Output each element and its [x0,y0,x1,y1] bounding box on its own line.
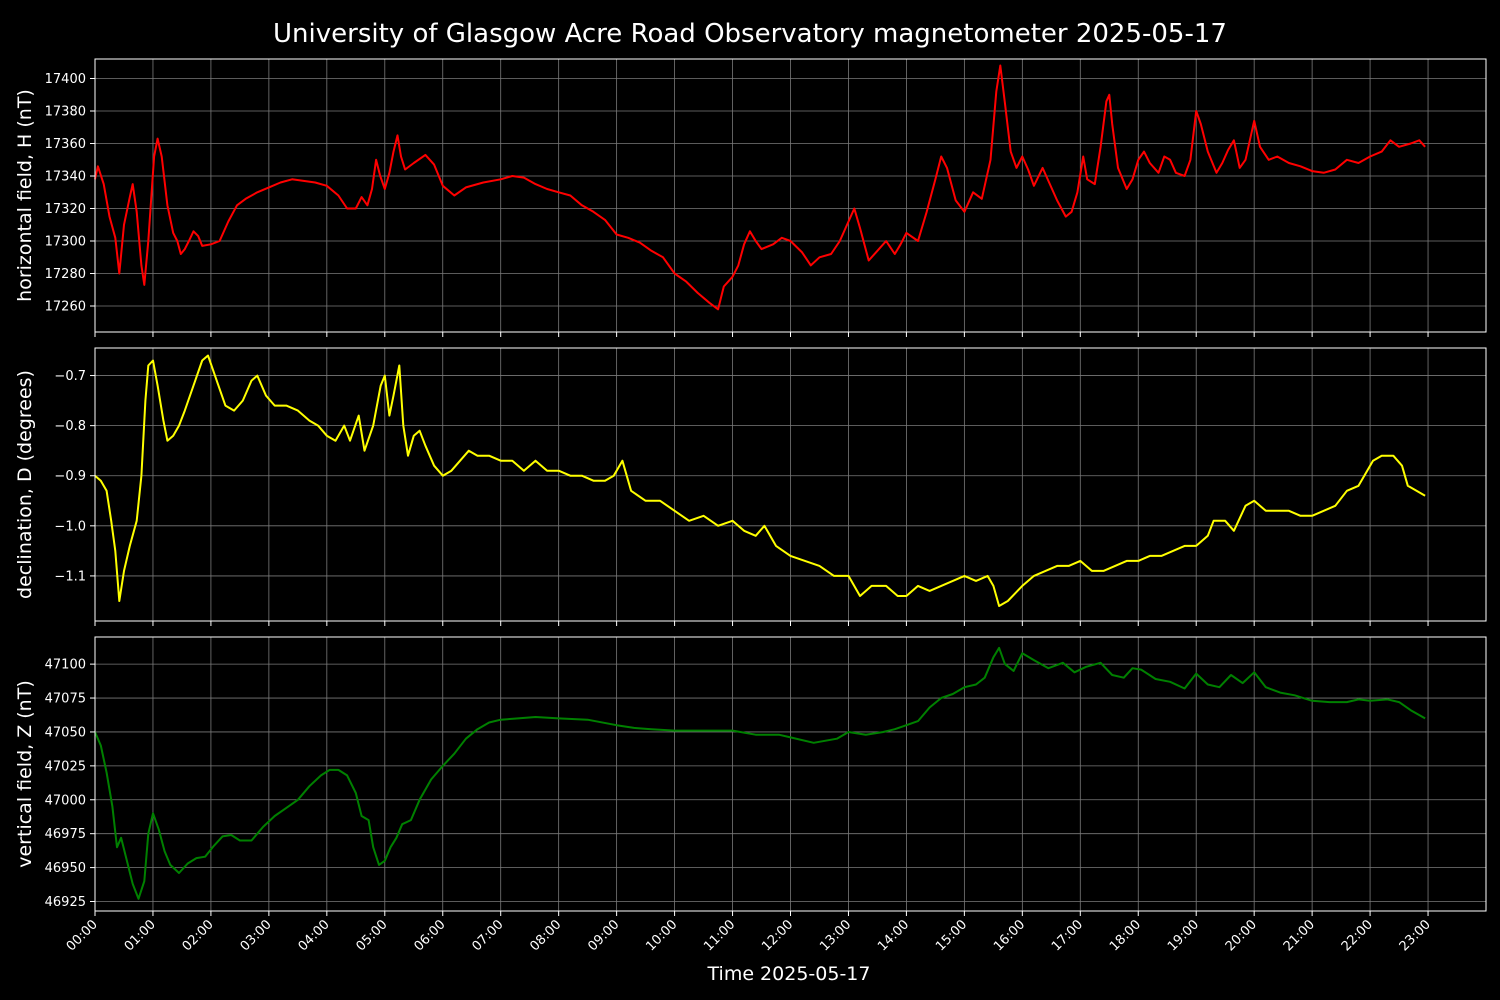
time-axis: 00:00 01:00 02:00 03:00 04:00 05:00 06:00 07:00… [64,917,1434,954]
x-tick-label: 11:00 [701,917,738,954]
y-axis-label-H: horizontal field, H (nT) [14,89,36,302]
x-tick-label: 17:00 [1049,917,1086,954]
y-tick-label-H: 17260 [45,300,86,315]
x-tick-label: 00:00 [64,917,101,954]
panel-frame-D [94,347,1487,622]
x-tick-label: 06:00 [411,917,448,954]
series-line-Z [94,646,1426,900]
y-tick-label-D: −0.7 [54,369,86,384]
y-tick-label-Z: 47000 [45,793,86,808]
y-tick-label-Z: 46925 [45,895,86,910]
y-tick-label-H: 17300 [45,235,86,250]
x-tick-label: 13:00 [817,917,854,954]
x-tick-label: 14:00 [875,917,912,954]
x-tick-label: 12:00 [759,917,796,954]
y-tick-label-D: −1.1 [54,569,86,584]
y-tick-label-D: −1.0 [54,519,86,534]
y-tick-label-Z: 47025 [45,759,86,774]
chart-title: University of Glasgow Acre Road Observat… [273,19,1227,49]
chart-panels: 17260 17280 17300 17320 17340 17360 17380 17400… [14,58,1487,916]
x-tick-label: 04:00 [296,917,333,954]
x-tick-label: 05:00 [354,917,391,954]
y-tick-label-Z: 46950 [45,861,86,876]
x-tick-label: 16:00 [991,917,1028,954]
panel-H: 17260 17280 17300 17320 17340 17360 17380 17400… [14,58,1487,337]
x-tick-label: 20:00 [1223,917,1260,954]
series-line-D [94,354,1426,607]
x-tick-label: 21:00 [1281,917,1318,954]
panel-D: −1.1 −1.0 −0.9 −0.8 −0.7 declination, D (degr… [14,347,1487,626]
x-tick-label: 09:00 [585,917,622,954]
y-tick-label-H: 17340 [45,170,86,185]
series-line-H [94,64,1426,311]
x-tick-label: 10:00 [643,917,680,954]
x-tick-label: 15:00 [933,917,970,954]
panel-frame-H [94,58,1487,333]
y-tick-label-H: 17320 [45,202,86,217]
y-tick-label-Z: 47075 [45,692,86,707]
x-tick-label: 22:00 [1339,917,1376,954]
x-tick-label: 02:00 [180,917,217,954]
x-tick-label: 07:00 [469,917,506,954]
panel-Z: 46925 46950 46975 47000 47025 47050 47075 47100… [14,636,1487,916]
x-tick-label: 23:00 [1397,917,1434,954]
y-tick-label-Z: 47050 [45,725,86,740]
y-tick-label-H: 17360 [45,137,86,152]
x-tick-label: 18:00 [1107,917,1144,954]
y-tick-label-D: −0.9 [54,469,86,484]
x-tick-label: 01:00 [122,917,159,954]
y-axis-label-D: declination, D (degrees) [14,370,36,599]
y-tick-label-H: 17400 [45,72,86,87]
x-axis-label: Time 2025-05-17 [707,963,871,985]
x-tick-label: 08:00 [527,917,564,954]
x-tick-label: 19:00 [1165,917,1202,954]
y-tick-label-H: 17380 [45,105,86,120]
y-tick-label-Z: 47100 [45,658,86,673]
x-tick-label: 03:00 [238,917,275,954]
panel-frame-Z [94,636,1487,912]
y-tick-label-Z: 46975 [45,827,86,842]
y-tick-label-H: 17280 [45,267,86,282]
y-axis-label-Z: vertical field, Z (nT) [14,680,36,868]
y-tick-label-D: −0.8 [54,419,86,434]
